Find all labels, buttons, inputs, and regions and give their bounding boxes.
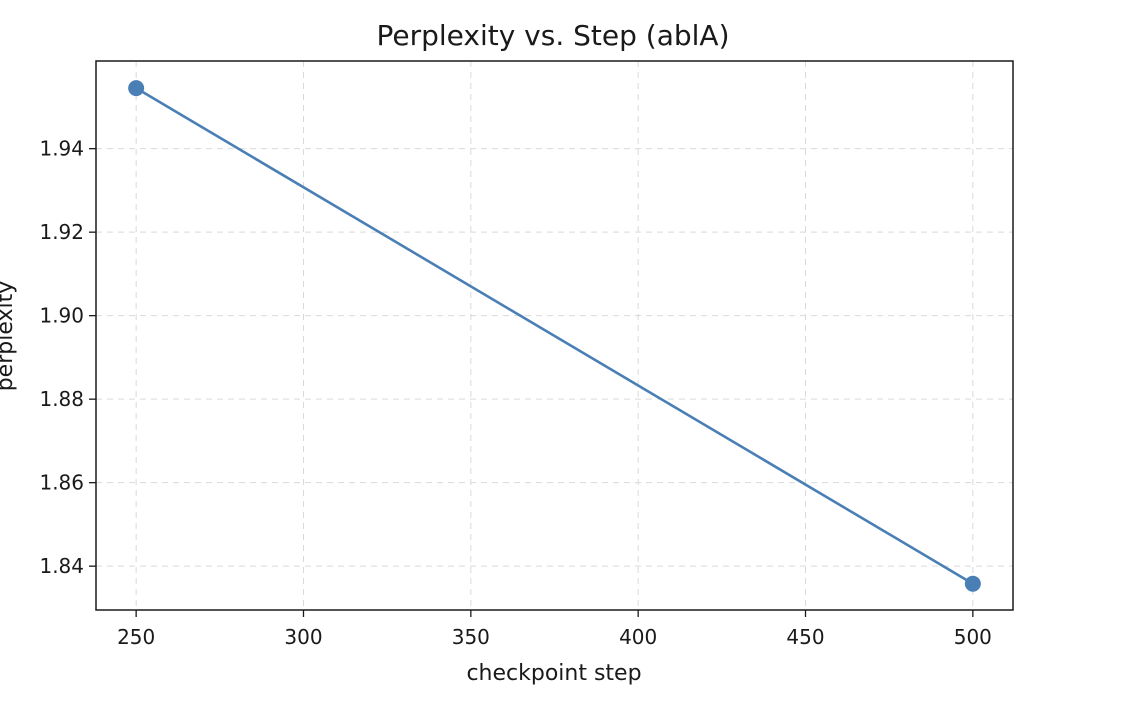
series-line: [134, 86, 975, 585]
x-tick-label: 350: [452, 625, 490, 649]
x-axis-label: checkpoint step: [466, 661, 641, 686]
y-axis-label: perplexity: [0, 281, 18, 392]
y-axis: 1.84 1.86 1.88 1.90 1.92 1.94: [39, 137, 96, 578]
y-tick-label: 1.90: [39, 304, 84, 328]
x-tick-label: 450: [786, 625, 824, 649]
x-tick-label: 300: [284, 625, 322, 649]
data-point: [964, 575, 981, 592]
chart-title: Perplexity vs. Step (ablA): [376, 19, 729, 52]
data-point: [128, 80, 145, 97]
y-tick-label: 1.84: [39, 554, 84, 578]
y-tick-label: 1.92: [39, 220, 84, 244]
y-tick-label: 1.86: [39, 471, 84, 495]
y-tick-label: 1.88: [39, 387, 84, 411]
grid: [96, 61, 1013, 610]
series-layer: [128, 80, 981, 592]
plot-area-frame: [95, 60, 1014, 611]
x-tick-label: 250: [117, 625, 155, 649]
x-tick-label: 400: [619, 625, 657, 649]
x-axis: 250 300 350 400 450 500: [117, 610, 992, 649]
x-tick-label: 500: [954, 625, 992, 649]
y-tick-label: 1.94: [39, 137, 84, 161]
